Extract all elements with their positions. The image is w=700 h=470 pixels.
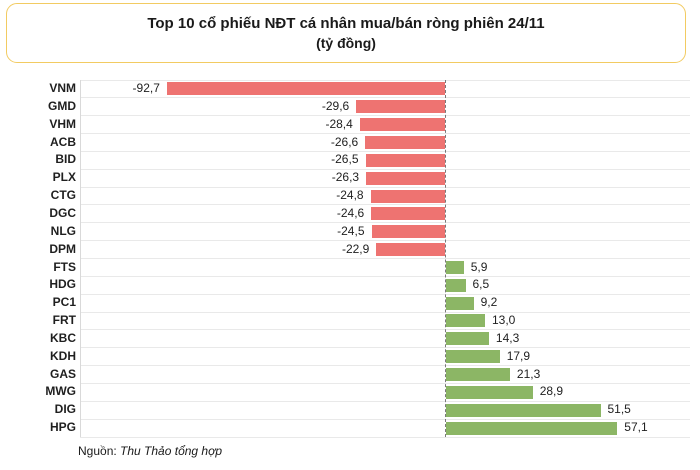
bar-negative xyxy=(359,118,445,132)
tick-label: FRT xyxy=(52,313,76,328)
value-label: 9,2 xyxy=(480,295,498,310)
gridline xyxy=(80,293,690,295)
bar-negative xyxy=(365,135,445,149)
chart-subtitle: (tỷ đồng) xyxy=(316,35,376,51)
value-label: -24,8 xyxy=(336,188,364,203)
gridline xyxy=(80,186,690,188)
bar-positive xyxy=(446,278,466,292)
bar-positive xyxy=(446,385,533,399)
tick-label: KDH xyxy=(50,348,76,363)
plot-area: -92,7 -29,6 -28,4 -26,6 -26,5 -26,3 -24,8 -24,6… xyxy=(80,79,690,438)
gridline xyxy=(80,168,690,170)
chart-title: Top 10 cổ phiếu NĐT cá nhân mua/bán ròng… xyxy=(147,15,545,32)
tick-label: BID xyxy=(55,152,76,167)
bar-negative xyxy=(365,153,445,167)
tick-label: GAS xyxy=(49,366,76,381)
value-label: 21,3 xyxy=(516,366,541,381)
tick-label: FTS xyxy=(53,259,76,274)
tick-label: PC1 xyxy=(52,295,76,310)
bar-negative xyxy=(376,243,445,257)
gridline xyxy=(80,97,690,99)
tick-label: DPM xyxy=(49,241,76,256)
value-label: 57,1 xyxy=(624,420,648,435)
value-label: 51,5 xyxy=(607,402,631,417)
bar-negative xyxy=(356,100,445,114)
gridline xyxy=(80,347,690,349)
tick-label: NLG xyxy=(50,223,76,238)
gridline xyxy=(80,400,690,402)
category-axis-labels: VNM GMD VHM ACB BID PLX CTG DGC NLG DPM FTS HDG PC1 F… xyxy=(0,80,76,438)
value-label: -24,5 xyxy=(337,223,365,238)
bar-positive xyxy=(446,350,500,364)
value-label: 13,0 xyxy=(492,313,516,328)
tick-label: PLX xyxy=(52,170,76,185)
bar-positive xyxy=(446,368,510,382)
gridline xyxy=(80,275,690,277)
bar-negative xyxy=(166,82,445,96)
bar-positive xyxy=(446,260,464,274)
bar-negative xyxy=(371,207,445,221)
tick-label: KBC xyxy=(50,330,76,345)
gridline xyxy=(80,418,690,420)
value-label: -24,6 xyxy=(336,205,365,220)
category-axis-line xyxy=(80,80,81,437)
gridline xyxy=(80,79,690,81)
bar-positive xyxy=(446,332,489,346)
zero-baseline xyxy=(445,80,446,437)
value-label: 14,3 xyxy=(495,330,520,345)
value-label: -28,4 xyxy=(325,116,353,131)
bar-negative xyxy=(370,189,445,203)
gridline xyxy=(80,204,690,206)
tick-label: VNM xyxy=(49,81,76,95)
tick-label: ACB xyxy=(50,134,76,149)
value-label: -29,6 xyxy=(321,98,350,113)
tick-label: HPG xyxy=(49,420,76,435)
bar-positive xyxy=(446,421,618,435)
value-label: -26,6 xyxy=(330,134,359,149)
gridline xyxy=(80,115,690,117)
value-label: -22,9 xyxy=(341,241,370,256)
value-label: 5,9 xyxy=(470,259,488,274)
value-label: 6,5 xyxy=(472,277,490,292)
bar-positive xyxy=(446,403,601,417)
gridline xyxy=(80,329,690,331)
value-label: 28,9 xyxy=(539,384,564,399)
gridline xyxy=(80,365,690,367)
tick-label: DGC xyxy=(49,205,76,220)
bar-positive xyxy=(446,314,485,328)
gridline xyxy=(80,133,690,135)
source-note: Nguồn: Thu Thảo tổng hợp xyxy=(78,444,222,458)
gridline xyxy=(80,258,690,259)
bar-positive xyxy=(446,296,474,310)
value-label: 17,9 xyxy=(506,348,531,363)
bar-negative xyxy=(366,171,445,185)
tick-label: CTG xyxy=(50,188,76,203)
value-label: -26,3 xyxy=(331,170,360,185)
source-text: Thu Thảo tổng hợp xyxy=(120,444,223,458)
tick-label: GMD xyxy=(48,98,76,113)
value-label: -26,5 xyxy=(331,152,359,167)
tick-label: MWG xyxy=(45,384,76,399)
tick-label: HDG xyxy=(49,277,76,292)
bar-negative xyxy=(371,225,445,239)
source-prefix: Nguồn: xyxy=(78,444,121,458)
gridline xyxy=(80,222,690,224)
gridline xyxy=(80,240,690,242)
gridline xyxy=(80,436,690,438)
value-label: -92,7 xyxy=(132,81,160,95)
tick-label: DIG xyxy=(54,402,76,417)
gridline xyxy=(80,311,690,313)
chart-title-box: Top 10 cổ phiếu NĐT cá nhân mua/bán ròng… xyxy=(6,3,686,63)
gridline xyxy=(80,150,690,152)
gridline xyxy=(80,382,690,384)
tick-label: VHM xyxy=(49,116,76,131)
